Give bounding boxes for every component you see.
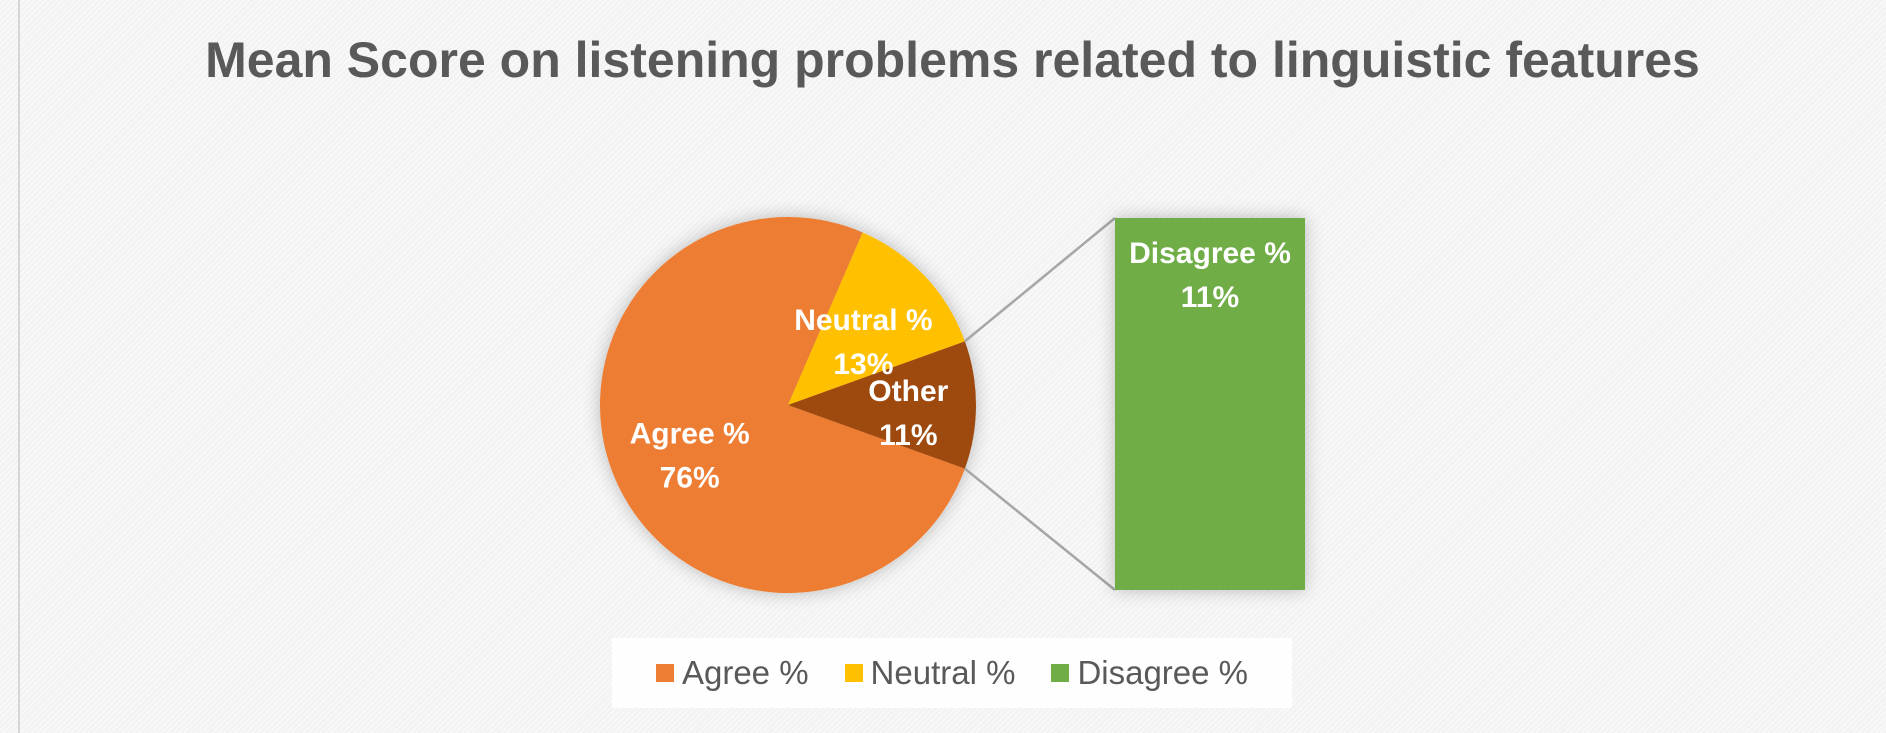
data-labels: Agree % 76% Neutral % 13%Other 11% Disagree %… xyxy=(630,237,1291,495)
connector-line-top xyxy=(964,217,1116,343)
pie-group xyxy=(600,216,976,594)
legend-swatch-neutral xyxy=(844,664,863,682)
chart-title: Mean Score on listening problems related… xyxy=(205,32,1700,88)
legend-label-disagree: Disagree % xyxy=(1077,654,1249,691)
legend-item-agree: Agree % xyxy=(655,654,809,692)
pie-slice-neutral xyxy=(788,232,965,405)
connector-lines xyxy=(964,217,1116,591)
legend-swatch-disagree xyxy=(1051,664,1070,682)
secondary-bar-disagree xyxy=(1115,218,1305,590)
pie-slice-agree xyxy=(600,216,965,594)
legend-item-disagree: Disagree % xyxy=(1051,654,1248,692)
pie-slice-other xyxy=(788,341,976,469)
chart-frame-border xyxy=(18,0,20,733)
legend-label-neutral: Neutral % xyxy=(870,654,1016,691)
legend-swatch-agree xyxy=(655,664,674,682)
legend-item-neutral: Neutral % xyxy=(844,654,1016,692)
chart-legend: Agree % Neutral % Disagree % xyxy=(612,638,1292,708)
legend-label-agree: Agree % xyxy=(681,654,809,691)
secondary-bar-group xyxy=(1115,218,1305,590)
data-label-disagree: Disagree % 11% xyxy=(1129,237,1291,314)
data-label-neutral: Neutral % 13% xyxy=(794,304,932,381)
data-label-other: Other 11% xyxy=(868,375,948,452)
data-label-agree: Agree % 76% xyxy=(630,418,750,495)
connector-line-bottom xyxy=(964,467,1116,591)
